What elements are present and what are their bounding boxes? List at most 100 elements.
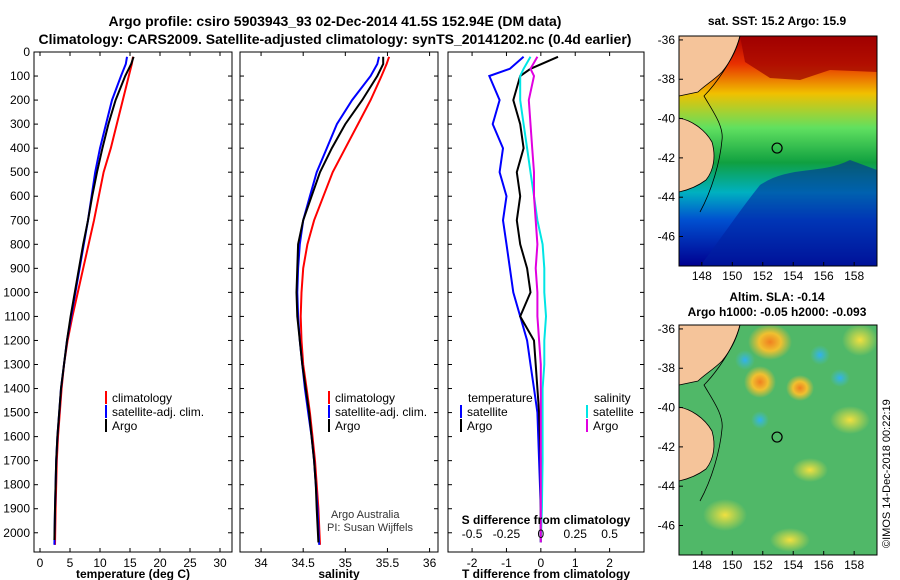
map-y-tick-label: -38 [658,361,676,375]
map-y-tick-label: -36 [658,33,676,47]
x-tick-label: 25 [183,556,197,570]
map-y-tick-label: -40 [658,401,676,415]
y-tick-label: 200 [10,93,30,107]
salinity-profile-plot: 34 34.5 35 35.5 36 salinity [239,51,439,580]
sla-map-frame [678,324,878,556]
legend-label-t-argo: Argo [467,419,493,433]
sst-map: sat. SST: 15.2 Argo: 15.9 148 150 152 154 15… [658,14,878,283]
sla-anomaly [830,369,850,387]
y-tick-label: 800 [10,237,30,251]
sla-anomaly [703,499,747,531]
difference-legend: temperature satellite Argo salinity sate… [460,391,634,433]
x-axis-label: temperature (deg C) [76,567,190,580]
s-difference-ticks: -0.5 -0.25 0 0.25 0.5 [462,527,619,541]
temperature-profile-plot: 0100200300400500600700800900100011001200… [3,45,233,580]
credit-line-2: PI: Susan Wijffels [327,522,413,534]
x-tick-label: 35.5 [376,556,400,570]
s-tick-label: -0.5 [462,527,483,541]
sla-anomaly [744,366,776,398]
map-y-tick-label: -46 [658,519,676,533]
s-tick-label: 0.25 [564,527,588,541]
sla-anomaly [830,406,870,434]
temperature-legend: climatology satellite-adj. clim. Argo [105,391,204,433]
s-tick-label: 0.5 [601,527,618,541]
series-argo [295,56,385,543]
imos-credit: ©IMOS 14-Dec-2018 00:22:19 [881,399,893,548]
map-x-tick-label: 152 [753,269,773,283]
sla-anomaly [735,350,755,370]
legend-label-argo: Argo [335,419,361,433]
legend-label-satellite: satellite-adj. clim. [112,405,204,419]
y-tick-label: 1400 [3,382,30,396]
x-tick-label: 1 [572,556,579,570]
x-tick-label: 2 [606,556,613,570]
legend-label-argo: Argo [112,419,138,433]
sla-anomaly [792,458,828,482]
s-tick-label: 0 [537,527,544,541]
map-x-tick-label: 156 [814,558,834,572]
difference-profile-plot: -2 -1 0 1 2T difference from climatology [447,51,645,580]
map-y-tick-label: -42 [658,440,676,454]
map-y-tick-label: -44 [658,190,676,204]
sla-anomaly [751,411,769,429]
sst-warm-patch [740,36,877,80]
x-tick-label: -2 [467,556,478,570]
sla-map: Altim. SLA: -0.14 Argo h1000: -0.05 h200… [658,290,878,572]
x-tick-label: 0 [37,556,44,570]
legend-label-satellite: satellite-adj. clim. [335,405,427,419]
map-x-tick-label: 152 [753,558,773,572]
x-tick-label: 30 [213,556,227,570]
y-tick-label: 700 [10,213,30,227]
y-tick-label: 900 [10,261,30,275]
y-tick-label: 500 [10,165,30,179]
map-y-tick-label: -40 [658,112,676,126]
legend-label-t-satellite: satellite [467,405,508,419]
map-x-tick-label: 154 [783,269,803,283]
y-tick-label: 1100 [4,309,30,323]
map-x-tick-label: 148 [692,558,712,572]
title-line-1: Argo profile: csiro 5903943_93 02-Dec-20… [109,13,562,29]
y-tick-label: 1900 [3,502,30,516]
map-y-tick-label: -44 [658,479,676,493]
y-tick-label: 1800 [3,478,30,492]
title-line-2: Climatology: CARS2009. Satellite-adjuste… [39,31,632,47]
x-tick-label: 10 [93,556,107,570]
y-tick-label: 1600 [3,430,30,444]
legend-label-s-satellite: satellite [593,405,634,419]
x-tick-label: 15 [123,556,137,570]
map-x-tick-label: 156 [814,269,834,283]
sst-map-frame [678,35,878,267]
legend-title-temperature: temperature [468,391,533,405]
plot-frame [33,51,233,553]
map-x-tick-label: 150 [722,558,742,572]
map-y-tick-label: -42 [658,151,676,165]
series-s-satellite [519,56,548,543]
legend-label-climatology: climatology [112,391,172,405]
x-tick-label: 35 [339,556,353,570]
y-tick-label: 100 [10,69,30,83]
map-y-tick-label: -38 [658,72,676,86]
y-tick-label: 2000 [3,526,30,540]
x-axis-label: salinity [318,567,360,580]
x-tick-label: 34 [254,556,268,570]
plot-frame [239,51,439,553]
legend-label-climatology: climatology [335,391,395,405]
sst-map-axes: 148 150 152 154 156 158 -36 -38 -40 -42 -44 -46 [658,33,865,283]
sla-anomaly [748,324,792,360]
land-tasmania [678,406,715,482]
s-tick-label: -0.25 [493,527,521,541]
argo-location-marker [771,431,783,443]
sla-anomaly [810,345,830,365]
y-tick-label: 0 [23,45,30,59]
x-axis-label: T difference from climatology [462,567,630,580]
series-t-satellite [487,56,542,543]
x-tick-label: 36 [423,556,437,570]
legend-title-salinity: salinity [594,391,631,405]
credit-line-1: Argo Australia [331,509,400,521]
sst-map-title: sat. SST: 15.2 Argo: 15.9 [708,14,847,28]
x-tick-label: 0 [537,556,544,570]
x-tick-label: 34.5 [292,556,316,570]
y-tick-label: 1300 [3,358,30,372]
map-x-tick-label: 150 [722,269,742,283]
